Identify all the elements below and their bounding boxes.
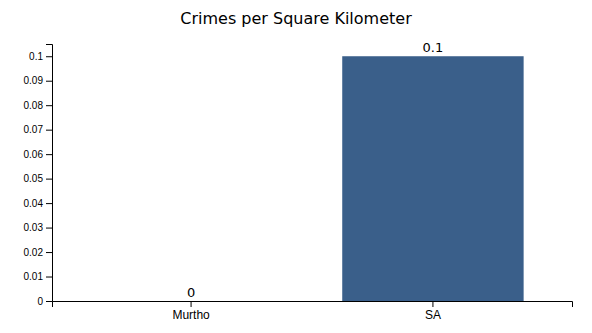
y-tick-label: 0.05 <box>24 173 44 184</box>
x-tick: Murtho <box>172 301 210 322</box>
x-tick-label: Murtho <box>172 308 210 322</box>
x-tick: SA <box>425 301 441 322</box>
y-tick-mark <box>46 228 52 229</box>
y-tick: 0 <box>37 296 52 307</box>
y-tick-label: 0.03 <box>24 222 44 233</box>
y-tick: 0.05 <box>24 173 52 184</box>
y-tick-label: 0.09 <box>24 75 44 86</box>
y-tick: 0.02 <box>24 247 52 258</box>
y-tick-mark <box>46 81 52 82</box>
x-axis-line <box>53 302 573 308</box>
x-tick-mark <box>432 301 433 307</box>
y-tick: 0.08 <box>24 100 52 111</box>
y-tick-label: 0.06 <box>24 149 44 160</box>
y-tick-label: 0.02 <box>24 247 44 258</box>
y-tick-mark <box>46 179 52 180</box>
y-tick: 0.06 <box>24 149 52 160</box>
y-axis-line <box>46 45 53 302</box>
data-label: 0.1 <box>423 40 444 55</box>
y-tick-label: 0.04 <box>24 198 44 209</box>
bar <box>100 301 281 302</box>
x-axis: Murtho SA <box>53 301 573 322</box>
y-tick-label: 0.07 <box>24 124 44 135</box>
y-tick-mark <box>46 203 52 204</box>
y-tick-label: 0.08 <box>24 100 44 111</box>
y-tick-mark <box>46 130 52 131</box>
y-axis: 0 0.01 0.02 0.03 0.04 0.05 0.06 0.07 0.08 0.09 0.1 <box>24 45 53 307</box>
y-tick-label: 0.1 <box>29 51 43 62</box>
x-tick-mark <box>191 301 192 307</box>
plot: 0 0.01 0.02 0.03 0.04 0.05 0.06 0.07 0.08 0.09 0.1… <box>24 40 573 321</box>
y-tick-mark <box>46 252 52 253</box>
y-tick: 0.1 <box>29 51 52 62</box>
data-label: 0 <box>187 285 195 300</box>
data-labels: 00.1 <box>187 40 443 300</box>
y-tick-mark <box>46 56 52 57</box>
x-tick-label: SA <box>425 308 441 322</box>
y-tick: 0.01 <box>24 271 52 282</box>
y-tick-mark <box>46 301 52 302</box>
y-tick: 0.03 <box>24 222 52 233</box>
y-tick-label: 0.01 <box>24 271 44 282</box>
y-tick-mark <box>46 105 52 106</box>
title: Crimes per Square Kilometer <box>180 9 412 28</box>
bars <box>342 56 523 301</box>
y-tick-label: 0 <box>37 296 43 307</box>
y-tick-mark <box>46 154 52 155</box>
y-tick-mark <box>46 277 52 278</box>
y-tick: 0.04 <box>24 198 52 209</box>
y-tick: 0.09 <box>24 75 52 86</box>
chart: Crimes per Square Kilometer 0 0.01 0.02 0.03… <box>0 0 592 333</box>
bar <box>342 56 523 301</box>
y-tick: 0.07 <box>24 124 52 135</box>
